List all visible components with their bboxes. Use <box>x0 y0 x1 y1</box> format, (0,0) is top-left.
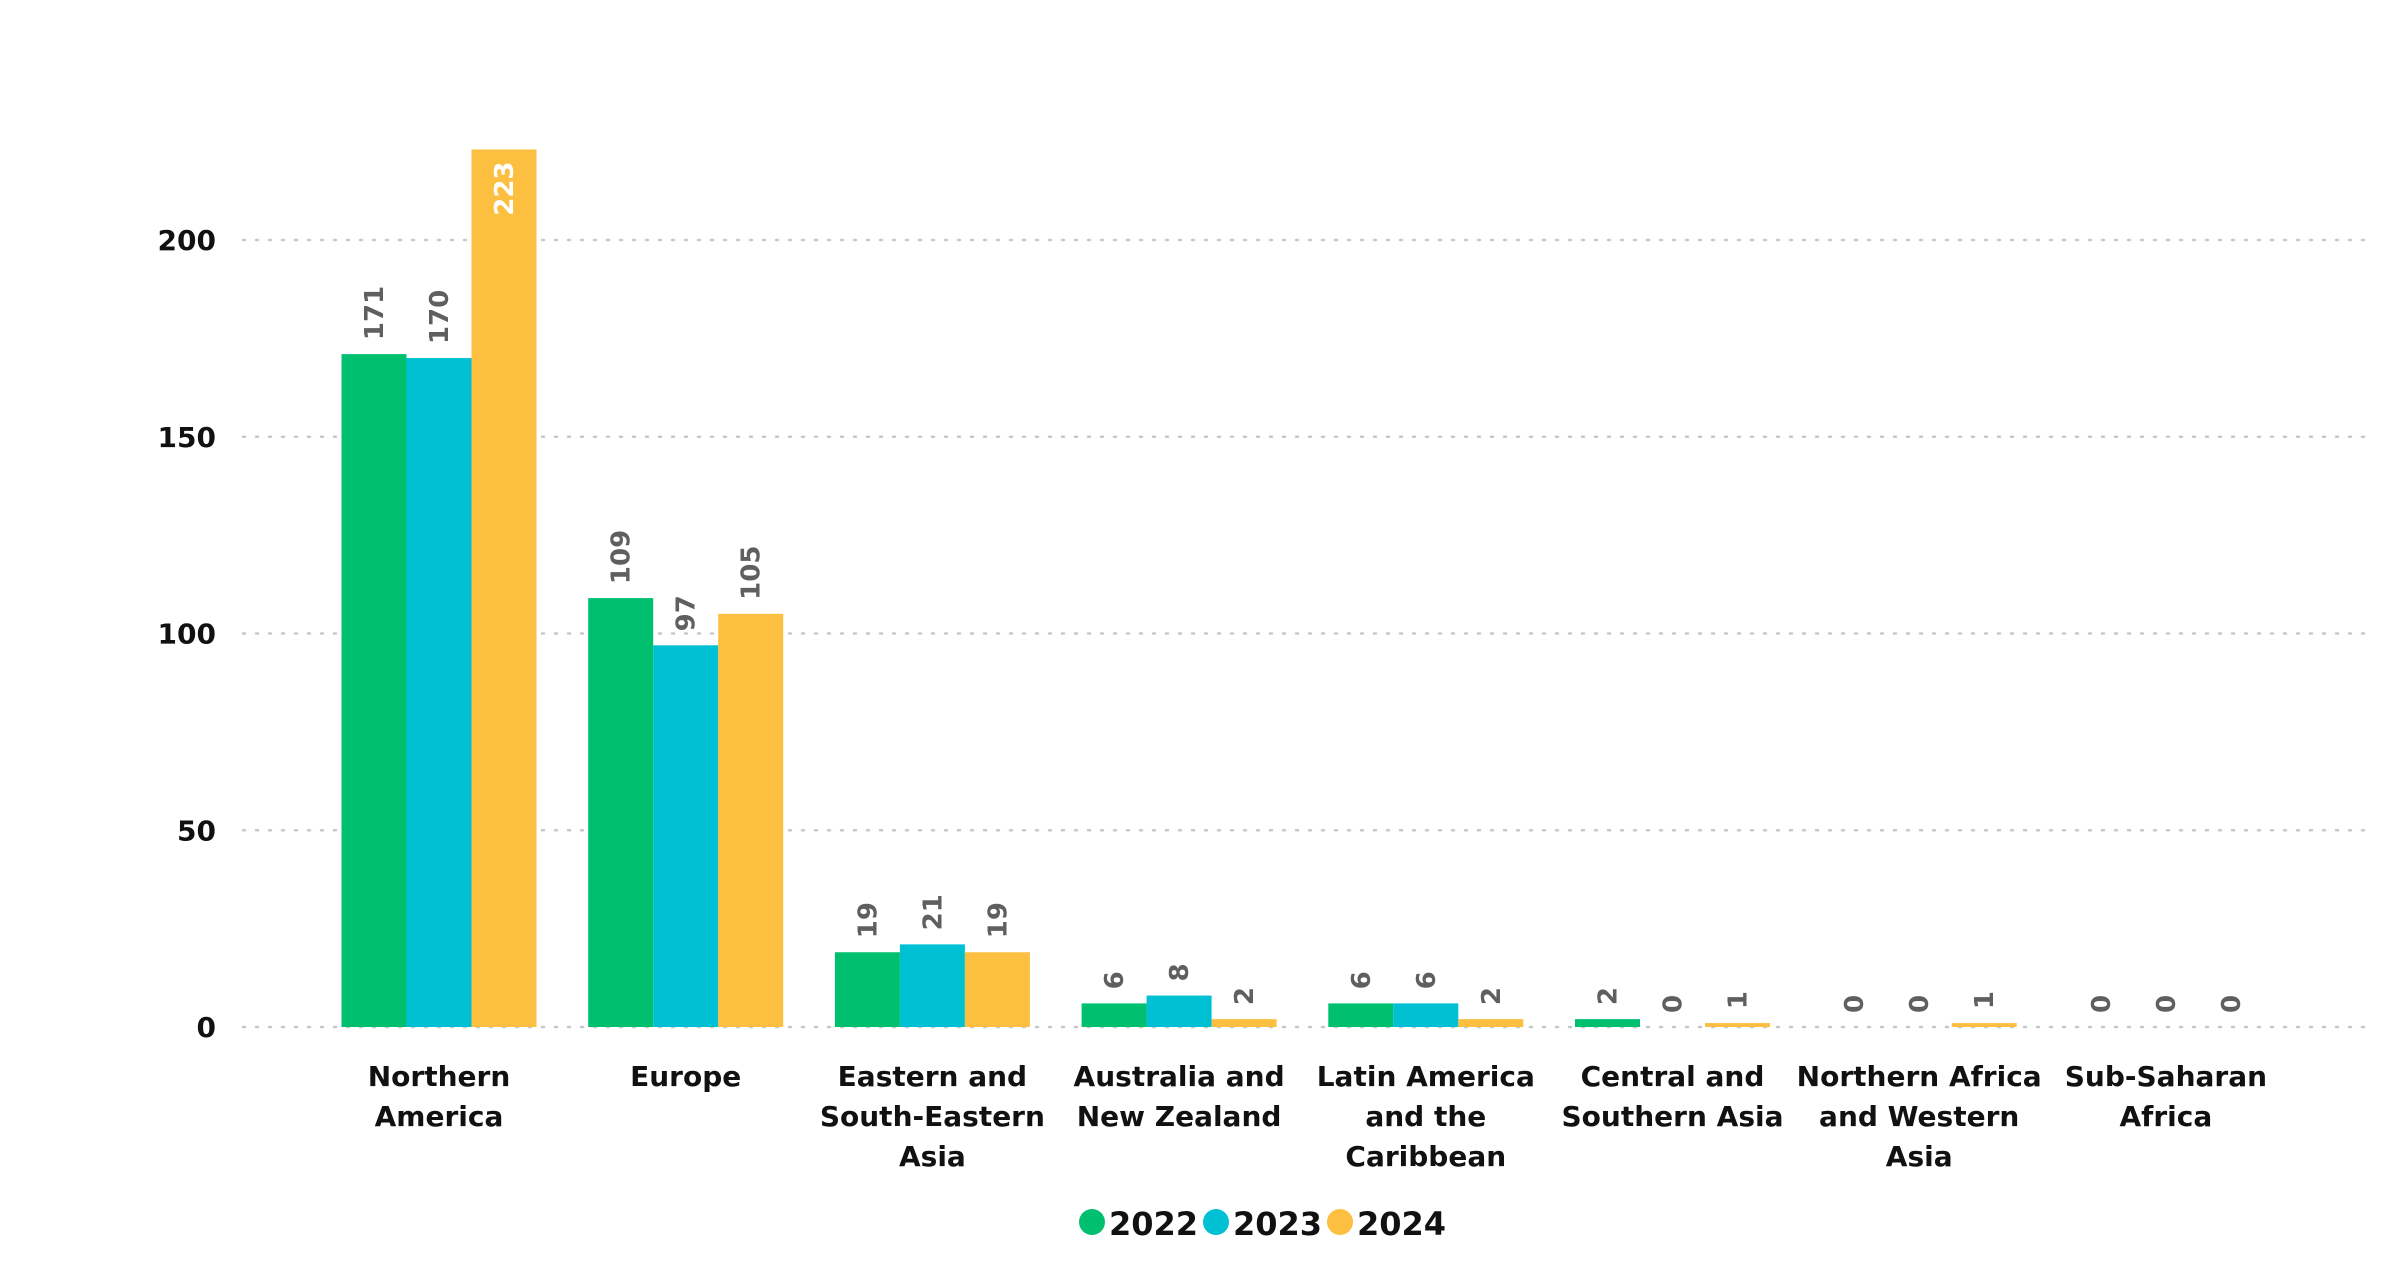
x-axis: Northern America Europe Eastern and South-Ea… <box>368 1060 2267 1173</box>
bar-2024 <box>964 952 1030 1027</box>
data-label: 0 <box>1840 995 1870 1013</box>
bar-2024 <box>1951 1023 2017 1027</box>
category-label: Eastern and <box>838 1060 1027 1093</box>
data-label: 109 <box>607 530 637 584</box>
category-label: South-Eastern <box>820 1100 1045 1133</box>
y-tick-label: 50 <box>177 814 216 847</box>
bar-2023 <box>899 944 965 1027</box>
legend-marker-2023 <box>1203 1209 1229 1235</box>
data-label: 171 <box>360 286 390 340</box>
data-labels: 171 170 223 109 97 105 19 21 19 6 8 2 6 6 2 2 0 1 0 0 1 0 0 0 <box>360 161 2247 1013</box>
category-label: and Western <box>1819 1100 2019 1133</box>
category-label: Northern <box>368 1060 511 1093</box>
bar-2024 <box>471 149 537 1027</box>
bar-2024 <box>1705 1023 1770 1027</box>
y-tick-label: 150 <box>158 421 216 454</box>
bar-2022 <box>1328 1003 1394 1027</box>
data-label: 1 <box>1724 991 1754 1009</box>
data-label: 1 <box>1970 991 2000 1009</box>
bar-2023 <box>1393 1003 1459 1027</box>
data-label: 0 <box>1659 995 1689 1013</box>
bar-2024 <box>718 613 784 1027</box>
legend-label: 2023 <box>1233 1205 1322 1243</box>
bar-2024 <box>1211 1019 1277 1027</box>
y-axis: 0 50 100 150 200 <box>158 224 216 1044</box>
category-label: Australia and <box>1074 1060 1285 1093</box>
data-label: 2 <box>1594 987 1624 1005</box>
data-label: 8 <box>1165 963 1195 981</box>
data-label: 19 <box>983 902 1013 938</box>
category-label: Europe <box>630 1060 741 1093</box>
data-label: 6 <box>1412 971 1442 989</box>
data-label: 0 <box>2152 995 2182 1013</box>
category-label: Southern Asia <box>1562 1100 1784 1133</box>
bar-2023 <box>653 645 719 1027</box>
legend-marker-2022 <box>1079 1209 1105 1235</box>
legend-marker-2024 <box>1327 1209 1353 1235</box>
data-label: 170 <box>425 290 455 344</box>
y-tick-label: 100 <box>158 618 216 651</box>
bars <box>341 149 2017 1027</box>
data-label: 2 <box>1477 987 1507 1005</box>
legend: 2022 2023 2024 <box>1079 1205 1446 1243</box>
y-tick-label: 0 <box>197 1011 216 1044</box>
data-label: 2 <box>1230 987 1260 1005</box>
bar-2024 <box>1458 1019 1524 1027</box>
category-label: Northern Africa <box>1797 1060 2042 1093</box>
data-label: 97 <box>672 595 702 631</box>
gridlines <box>241 238 2366 1029</box>
bar-2023 <box>1146 995 1212 1027</box>
category-label: and the <box>1365 1100 1486 1133</box>
data-label: 105 <box>737 546 767 600</box>
bar-2023 <box>406 358 472 1027</box>
category-label: Asia <box>899 1140 966 1173</box>
category-label: Africa <box>2120 1100 2213 1133</box>
bar-2022 <box>1081 1003 1147 1027</box>
category-label: America <box>375 1100 504 1133</box>
category-label: Caribbean <box>1345 1140 1506 1173</box>
y-tick-label: 200 <box>158 224 216 257</box>
category-label: Asia <box>1886 1140 1953 1173</box>
data-label: 19 <box>853 902 883 938</box>
bar-2022 <box>588 598 654 1027</box>
data-label: 0 <box>1905 995 1935 1013</box>
data-label: 6 <box>1100 971 1130 989</box>
legend-label: 2024 <box>1357 1205 1446 1243</box>
data-label: 0 <box>2217 995 2247 1013</box>
bar-2022 <box>1575 1019 1640 1027</box>
category-label: Central and <box>1581 1060 1765 1093</box>
category-label: New Zealand <box>1077 1100 1282 1133</box>
data-label: 0 <box>2087 995 2117 1013</box>
data-label: 21 <box>918 894 948 930</box>
category-label: Sub-Saharan <box>2065 1060 2267 1093</box>
category-label: Latin America <box>1317 1060 1535 1093</box>
bar-2022 <box>341 354 407 1027</box>
legend-label: 2022 <box>1109 1205 1198 1243</box>
data-label: 223 <box>490 161 520 215</box>
bar-2022 <box>834 952 900 1027</box>
data-label: 6 <box>1347 971 1377 989</box>
